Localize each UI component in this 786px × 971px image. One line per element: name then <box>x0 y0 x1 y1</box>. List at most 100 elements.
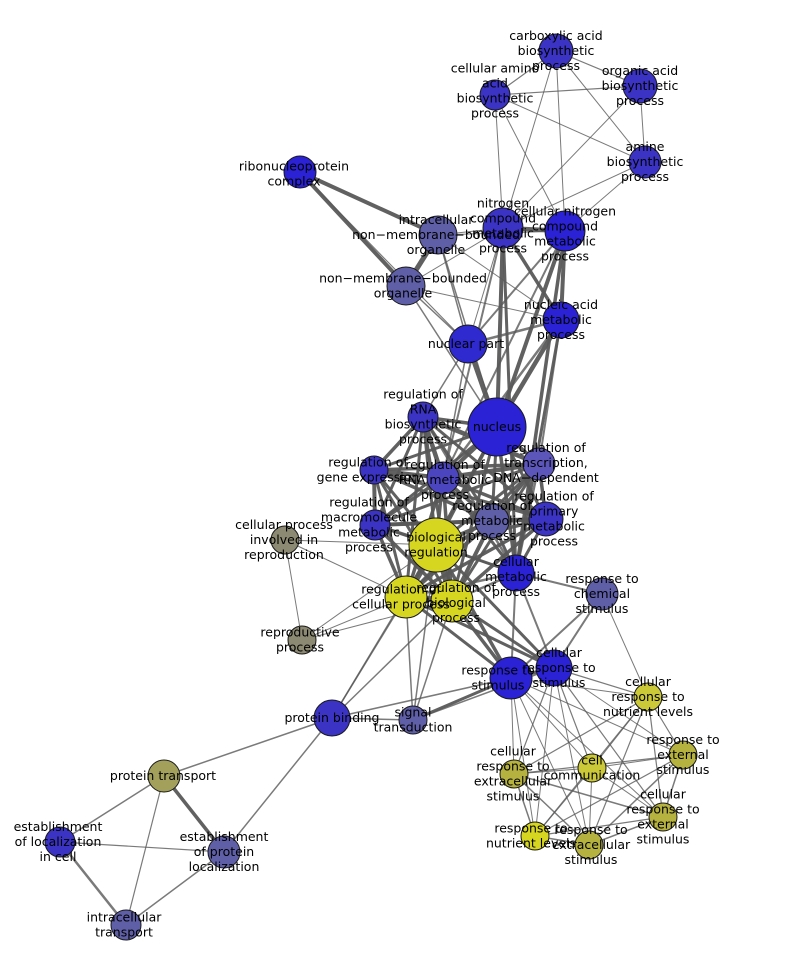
graph-node-response-to-external-stimulus[interactable] <box>668 740 698 770</box>
graph-edge <box>534 767 593 837</box>
graph-node-response-to-stimulus[interactable] <box>489 656 533 700</box>
graph-edge <box>494 94 504 229</box>
graph-node-ribonucleoprotein-complex[interactable] <box>283 155 317 189</box>
graph-node-protein-transport[interactable] <box>147 759 181 793</box>
graph-edge <box>555 50 566 232</box>
graph-node-cellular-amino-acid-biosynthetic-process[interactable] <box>479 79 511 111</box>
graph-node-label-ribonucleoprotein-complex: ribonucleoprotein complex <box>239 158 349 188</box>
graph-node-regulation-of-rna-biosynthetic-process[interactable] <box>407 401 439 433</box>
graph-node-regulation-of-transcription-dna-dependent[interactable] <box>522 447 556 481</box>
graph-node-label-cellular-process-involved-in-reproduction: cellular process involved in reproduction <box>235 517 333 562</box>
graph-edge <box>301 600 453 641</box>
graph-node-signal-transduction[interactable] <box>398 705 428 735</box>
graph-node-label-regulation-of-metabolic-process: regulation of metabolic process <box>452 498 532 543</box>
graph-node-protein-binding[interactable] <box>313 699 351 737</box>
graph-edge <box>284 539 303 641</box>
graph-node-label-regulation-of-cellular-process: regulation of cellular process <box>352 581 450 611</box>
graph-node-label-response-to-external-stimulus: response to external stimulus <box>646 732 719 777</box>
graph-node-label-establishment-of-localization-in-cell: establishment of localization in cell <box>14 819 103 864</box>
graph-node-cellular-metabolic-process[interactable] <box>497 554 535 592</box>
graph-edge <box>421 415 518 575</box>
graph-node-nucleus[interactable] <box>467 397 527 457</box>
graph-node-label-cell-communication: cell communication <box>544 752 641 782</box>
graph-node-regulation-of-cellular-process[interactable] <box>384 575 428 619</box>
graph-node-amine-biosynthetic-process[interactable] <box>628 145 662 179</box>
graph-node-label-regulation-of-primary-metabolic-process: regulation of primary metabolic process <box>514 488 594 548</box>
graph-node-nuclear-part[interactable] <box>448 324 488 364</box>
graph-node-regulation-of-macromolecule-metabolic-process[interactable] <box>359 509 391 541</box>
graph-edge <box>437 234 562 321</box>
graph-node-regulation-of-gene-expression[interactable] <box>359 455 389 485</box>
graph-node-establishment-of-protein-localization[interactable] <box>207 835 241 869</box>
graph-node-nitrogen-compound-metabolic-process[interactable] <box>482 207 524 249</box>
graph-node-regulation-of-primary-metabolic-process[interactable] <box>528 501 564 537</box>
graph-edge <box>588 696 649 846</box>
graph-node-reproductive-process[interactable] <box>287 625 317 655</box>
graph-node-intracellular-transport[interactable] <box>110 909 142 941</box>
graph-node-label-protein-binding: protein binding <box>284 710 379 725</box>
graph-edge <box>59 775 165 843</box>
graph-node-organic-acid-biosynthetic-process[interactable] <box>622 68 658 104</box>
graph-edge <box>331 600 453 719</box>
graph-edge <box>442 230 566 479</box>
graph-node-label-cellular-amino-acid-biosynthetic-process: cellular amino acid biosynthetic process <box>451 60 540 120</box>
graph-node-label-response-to-nutrient-levels: response to nutrient levels <box>486 820 576 850</box>
graph-node-establishment-of-localization-in-cell[interactable] <box>44 826 76 858</box>
graph-edge <box>647 696 664 818</box>
graph-node-label-response-to-extracellular-stimulus: response to extracellular stimulus <box>552 822 631 867</box>
graph-edge <box>331 596 407 719</box>
graph-node-nucleic-acid-metabolic-process[interactable] <box>542 301 580 339</box>
graph-node-response-to-chemical-stimulus[interactable] <box>585 577 619 611</box>
graph-edge <box>513 773 664 818</box>
graph-edge <box>405 285 562 321</box>
graph-node-cellular-nitrogen-compound-metabolic-process[interactable] <box>544 210 586 252</box>
graph-edge <box>372 468 408 599</box>
graph-node-cell-communication[interactable] <box>577 753 607 783</box>
graph-node-label-cellular-response-to-stimulus: cellular response to stimulus <box>522 645 595 690</box>
graph-edge <box>284 539 407 598</box>
graph-edge <box>513 773 590 846</box>
graph-node-cellular-process-involved-in-reproduction[interactable] <box>270 525 300 555</box>
graph-node-label-cellular-response-to-nutrient-levels: cellular response to nutrient levels <box>603 674 693 719</box>
graph-node-cellular-response-to-stimulus[interactable] <box>535 649 573 687</box>
graph-edge <box>372 468 494 523</box>
graph-node-label-regulation-of-biological-process: regulation of biological process <box>416 580 496 625</box>
graph-node-label-signal-transduction: signal transduction <box>374 704 453 734</box>
graph-node-response-to-nutrient-levels[interactable] <box>520 821 550 851</box>
graph-node-label-protein-transport: protein transport <box>110 768 216 783</box>
graph-node-label-nucleus: nucleus <box>473 419 521 434</box>
graph-edge <box>553 667 590 846</box>
graph-node-label-regulation-of-macromolecule-metabolic-process: regulation of macromolecule metabolic proce… <box>321 494 417 554</box>
graph-node-intracellular-non-membrane-bounded-organelle[interactable] <box>418 215 458 255</box>
graph-node-carboxylic-acid-biosynthetic-process[interactable] <box>538 33 574 69</box>
graph-node-response-to-extracellular-stimulus[interactable] <box>574 830 604 860</box>
graph-node-cellular-response-to-extracellular-stimulus[interactable] <box>499 759 529 789</box>
graph-edge <box>434 543 556 670</box>
graph-edge <box>125 775 165 926</box>
graph-edge <box>223 717 333 853</box>
graph-edge <box>555 50 646 163</box>
graph-node-cellular-response-to-nutrient-levels[interactable] <box>633 682 663 712</box>
graph-edge <box>513 667 555 775</box>
graph-node-label-regulation-of-transcription-dna-dependent: regulation of transcription, DNA−dependent <box>493 440 599 485</box>
graph-node-label-organic-acid-biosynthetic-process: organic acid biosynthetic process <box>602 63 679 108</box>
graph-node-regulation-of-rna-metabolic-process[interactable] <box>426 461 460 495</box>
graph-node-label-cellular-nitrogen-compound-metabolic-process: cellular nitrogen compound metabolic proces… <box>514 203 616 263</box>
graph-node-label-amine-biosynthetic-process: amine biosynthetic process <box>607 139 684 184</box>
graph-node-regulation-of-metabolic-process[interactable] <box>474 503 510 539</box>
graph-edge <box>502 161 646 229</box>
graph-edge <box>534 754 684 837</box>
graph-node-label-carboxylic-acid-biosynthetic-process: carboxylic acid biosynthetic process <box>509 28 602 73</box>
graph-edge <box>513 696 649 775</box>
graph-node-non-membrane-bounded-organelle[interactable] <box>386 266 426 306</box>
graph-edge <box>494 94 566 232</box>
graph-edge <box>412 544 437 721</box>
graph-edge <box>372 468 548 521</box>
graph-node-cellular-response-to-external-stimulus[interactable] <box>648 802 678 832</box>
graph-node-label-cellular-metabolic-process: cellular metabolic process <box>485 554 547 599</box>
graph-node-biological-regulation[interactable] <box>408 517 464 573</box>
graph-node-regulation-of-biological-process[interactable] <box>430 579 474 623</box>
nodes-layer[interactable] <box>44 33 698 941</box>
